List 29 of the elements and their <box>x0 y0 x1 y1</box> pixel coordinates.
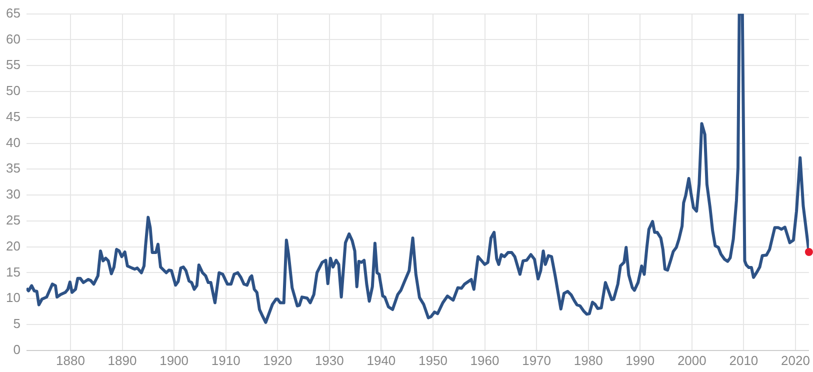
y-tick-label: 5 <box>13 316 20 332</box>
x-tick-label: 1930 <box>314 352 344 368</box>
x-tick-label: 1900 <box>160 352 189 368</box>
y-tick-label: 20 <box>6 238 20 254</box>
x-tick-label: 1990 <box>626 352 655 368</box>
x-tick-label: 1950 <box>418 352 448 368</box>
x-tick-label: 1910 <box>211 352 240 368</box>
x-tick-label: 1890 <box>108 352 137 368</box>
y-tick-label: 50 <box>6 83 20 98</box>
x-tick-label: 2000 <box>677 352 706 368</box>
x-tick-label: 1980 <box>574 352 603 368</box>
x-tick-label: 1880 <box>56 352 85 368</box>
y-tick-label: 55 <box>6 57 20 72</box>
y-tick-label: 60 <box>6 31 20 46</box>
x-tick-label: 2020 <box>781 352 810 368</box>
x-tick-label: 1940 <box>366 352 396 368</box>
x-tick-label: 2010 <box>729 352 758 368</box>
y-tick-label: 0 <box>13 342 20 357</box>
x-tick-label: 1960 <box>470 352 500 368</box>
y-tick-label: 10 <box>6 290 20 306</box>
y-tick-label: 35 <box>6 160 20 176</box>
y-tick-label: 30 <box>6 186 20 202</box>
y-tick-label: 40 <box>6 134 20 150</box>
y-tick-label: 15 <box>6 264 20 280</box>
x-tick-label: 1970 <box>522 352 552 368</box>
y-tick-label: 65 <box>6 5 20 20</box>
x-tick-label: 1920 <box>263 352 292 368</box>
y-tick-label: 45 <box>6 108 20 124</box>
y-tick-label: 25 <box>6 212 20 228</box>
